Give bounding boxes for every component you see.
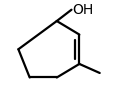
Text: OH: OH [73, 3, 94, 17]
